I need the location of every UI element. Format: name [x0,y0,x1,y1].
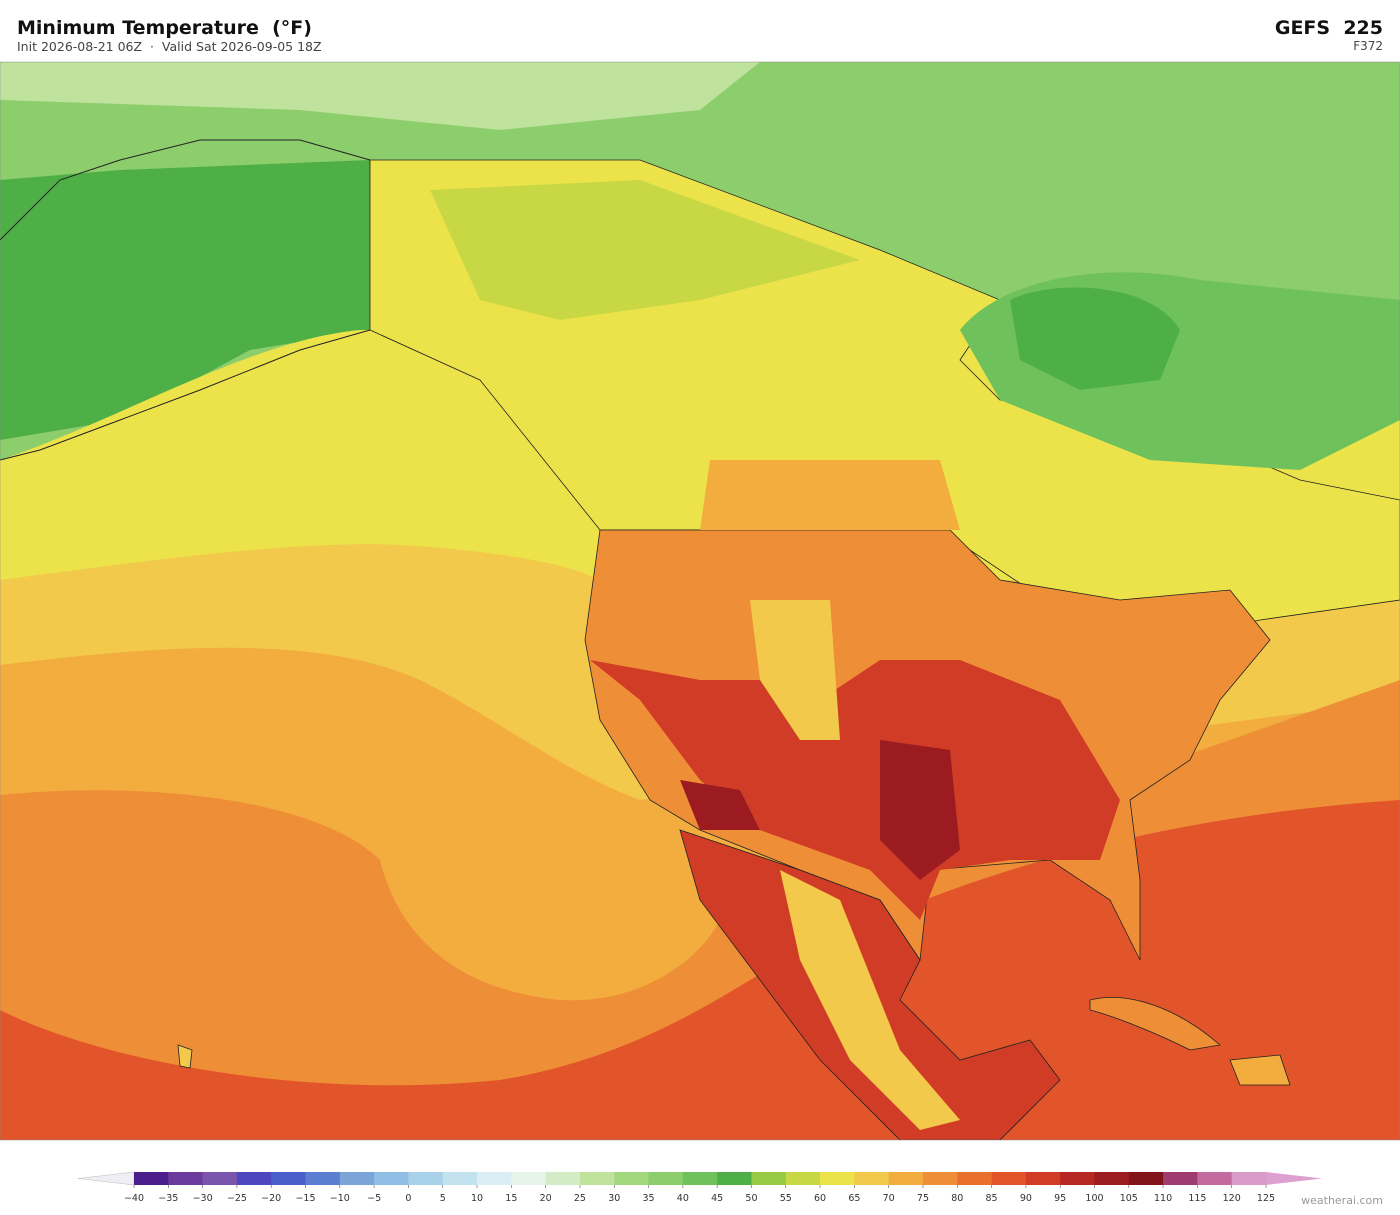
colorbar-tick-label: 40 [677,1193,689,1204]
colorbar-tick-label: 115 [1188,1193,1206,1204]
colorbar-tick-label: 20 [540,1193,552,1204]
colorbar-cell [682,1172,718,1185]
colorbar-tick-label: 45 [711,1193,723,1204]
map-field [1010,287,1180,390]
colorbar-cell [408,1172,444,1185]
colorbar-cell [339,1172,375,1185]
colorbar-tick-label: −40 [124,1193,144,1204]
colorbar-cell [511,1172,546,1185]
credit: weatherai.com [1301,1194,1383,1207]
title: Minimum Temperature (°F) [17,17,312,39]
colorbar-tick-label: 65 [848,1193,860,1204]
colorbar-tick-label: 125 [1257,1193,1275,1204]
colorbar-tick-label: −15 [295,1193,315,1204]
colorbar-cell [442,1172,478,1185]
colorbar-tick-label: 80 [951,1193,963,1204]
colorbar-tick-label: −20 [261,1193,281,1204]
colorbar-cell [134,1172,169,1185]
colorbar-over [1266,1172,1322,1185]
colorbar-tick-label: 0 [405,1193,411,1204]
colorbar-tick-label: −25 [227,1193,247,1204]
colorbar-tick-label: 100 [1085,1193,1103,1204]
colorbar-tick-label: 35 [642,1193,654,1204]
colorbar-tick-label: 85 [986,1193,998,1204]
land-hispaniola [1229,1054,1291,1086]
colorbar-tick-label: −30 [193,1193,213,1204]
colorbar-tick-label: 70 [883,1193,895,1204]
colorbar-tick-label: −35 [158,1193,178,1204]
colorbar-tick-label: 75 [917,1193,929,1204]
colorbar-tick-label: 5 [440,1193,446,1204]
colorbar-tick-label: −10 [330,1193,350,1204]
colorbar-tick-label: 55 [780,1193,792,1204]
colorbar-cell [1197,1172,1232,1185]
colorbar-cell [820,1172,855,1185]
colorbar-cell [1163,1172,1198,1185]
colorbar-tick-label: 25 [574,1193,586,1204]
colorbar-tick-label: 30 [608,1193,620,1204]
colorbar-cell [579,1172,615,1185]
map-frame [0,61,1400,1141]
forecast-hour: F372 [1353,39,1383,53]
colorbar-tick-label: 50 [745,1193,757,1204]
colorbar-cell [717,1172,752,1185]
map-field [0,800,1400,1140]
colorbar-cell [545,1172,581,1185]
colorbar-cell [991,1172,1027,1185]
colorbar-cell [785,1172,821,1185]
map [0,61,1400,1141]
map-field [880,740,960,880]
colorbar-cell [477,1172,512,1185]
colorbar-tick-label: 15 [505,1193,517,1204]
coastline [0,139,371,461]
colorbar-cell [957,1172,992,1185]
map-field [590,660,1120,920]
colorbar-cell [1231,1172,1267,1185]
colorbar-tick-label: 10 [471,1193,483,1204]
map-field [780,870,960,1130]
colorbar-cell [1128,1172,1164,1185]
model: GEFS 225 [1275,17,1383,39]
colorbar-tick-label: 60 [814,1193,826,1204]
colorbar-cell [614,1172,649,1185]
colorbar-cell [854,1172,889,1185]
colorbar-tick-label: 105 [1120,1193,1138,1204]
colorbar-cell [1094,1172,1130,1185]
colorbar: −40 −35 −30 −25 −20 −15 −10 −5 0 5 10 15 20 25 30 35 40 4… [77,1171,1322,1204]
colorbar-cell [751,1172,787,1185]
map-field [680,780,760,830]
colorbar-cell [168,1172,203,1185]
colorbar-tick-label: 95 [1054,1193,1066,1204]
map-field [750,600,840,740]
map-field [430,180,860,320]
colorbar-cell [202,1172,238,1185]
land-hawaii [177,1044,193,1069]
colorbar-cell [236,1172,272,1185]
colorbar-cell [271,1172,306,1185]
colorbar-tick-label: 120 [1223,1193,1241,1204]
subtitle: Init 2026-08-21 06Z · Valid Sat 2026-09-… [17,39,322,54]
colorbar-tick-label: 90 [1020,1193,1032,1204]
colorbar-cell [1060,1172,1095,1185]
colorbar-cell [922,1172,958,1185]
land-cuba [1089,997,1221,1051]
colorbar-cell [1025,1172,1061,1185]
colorbar-cell [648,1172,684,1185]
colorbar-tick-label: 110 [1154,1193,1172,1204]
map-field [700,460,960,530]
colorbar-tick-label: −5 [367,1193,381,1204]
colorbar-cell [888,1172,924,1185]
map-field [0,62,760,130]
colorbar-cell [374,1172,409,1185]
colorbar-cell [305,1172,341,1185]
